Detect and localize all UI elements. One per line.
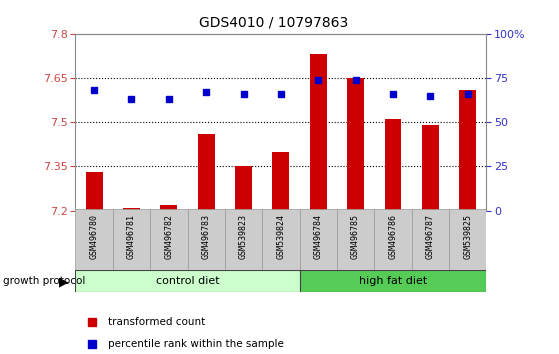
Text: growth protocol: growth protocol — [3, 276, 85, 286]
Text: GSM496781: GSM496781 — [127, 214, 136, 259]
Text: GSM539824: GSM539824 — [276, 214, 286, 259]
Text: GSM496782: GSM496782 — [164, 214, 173, 259]
Text: transformed count: transformed count — [108, 317, 206, 327]
Text: GSM539823: GSM539823 — [239, 214, 248, 259]
Bar — [272, 152, 290, 211]
Bar — [375, 209, 411, 271]
Bar — [86, 172, 102, 211]
Bar — [337, 209, 375, 271]
Text: GSM496786: GSM496786 — [389, 214, 397, 259]
Bar — [385, 119, 401, 211]
Bar — [113, 209, 150, 271]
Bar — [347, 78, 364, 211]
Bar — [459, 90, 476, 211]
Text: GSM496780: GSM496780 — [89, 214, 98, 259]
Text: GSM496785: GSM496785 — [351, 214, 360, 259]
Bar — [150, 209, 187, 271]
Bar — [123, 208, 140, 211]
Bar — [198, 134, 215, 211]
Bar — [75, 209, 113, 271]
Bar — [449, 209, 486, 271]
Text: GSM539825: GSM539825 — [463, 214, 472, 259]
Bar — [300, 209, 337, 271]
Text: GSM496784: GSM496784 — [314, 214, 323, 259]
Text: control diet: control diet — [156, 276, 219, 286]
Text: GSM496783: GSM496783 — [202, 214, 211, 259]
Text: GSM496787: GSM496787 — [426, 214, 435, 259]
Text: GDS4010 / 10797863: GDS4010 / 10797863 — [200, 16, 348, 30]
Bar — [75, 270, 300, 292]
Bar — [422, 125, 439, 211]
Text: high fat diet: high fat diet — [359, 276, 427, 286]
Bar — [262, 209, 300, 271]
Text: ▶: ▶ — [59, 275, 68, 288]
Bar — [187, 209, 225, 271]
Bar — [411, 209, 449, 271]
Bar — [300, 270, 486, 292]
Bar — [235, 166, 252, 211]
Bar — [160, 205, 177, 211]
Bar — [310, 54, 326, 211]
Bar — [225, 209, 262, 271]
Text: percentile rank within the sample: percentile rank within the sample — [108, 339, 284, 349]
